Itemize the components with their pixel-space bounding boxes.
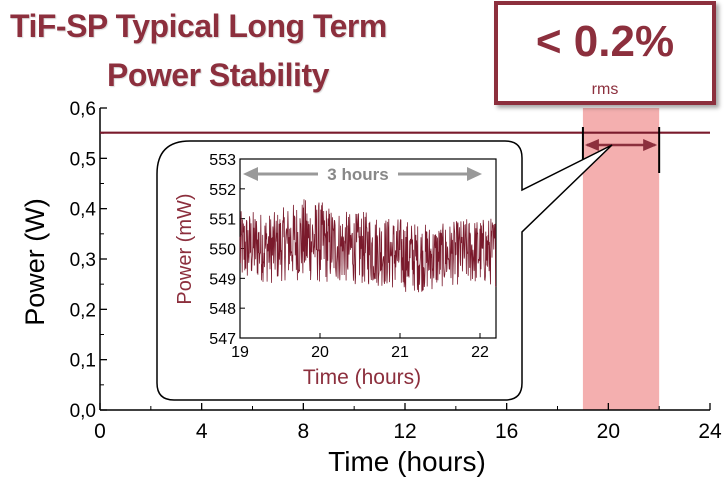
inset-y-tick-label: 551 [209,212,236,229]
x-tick-label: 12 [393,420,416,443]
y-tick-label: 0,0 [70,401,96,422]
chart-title-line1: TiF-SP Typical Long Term [10,8,387,44]
duration-annotation: 3 hours [327,165,388,184]
inset-y-tick-label: 549 [209,271,236,288]
inset-x-axis-label: Time (hours) [303,366,421,389]
rms-stability-badge: < 0.2% rms [494,1,716,105]
inset-y-tick-label: 550 [209,242,236,259]
duration-arrow-left-head [243,167,258,181]
range-arrow-left [584,139,599,151]
inset-x-tick-label: 19 [231,344,249,361]
y-tick-label: 0,6 [70,99,96,120]
y-tick-label: 0,4 [70,200,97,221]
inset-power-series-line [239,199,497,293]
x-tick-label: 0 [94,420,106,443]
x-tick-label: 4 [196,420,208,443]
rms-value: < 0.2% [535,17,675,66]
inset-x-tick-label: 20 [311,344,329,361]
inset-y-tick-label: 552 [209,182,236,199]
duration-arrow-right-head [467,167,482,181]
y-tick-label: 0,2 [70,300,96,321]
rms-unit: rms [591,81,619,98]
inset-y-tick-label: 548 [209,301,236,318]
x-tick-label: 8 [297,420,309,443]
inset-plot: 547 548 549 550 551 552 553 19 20 21 22 Time (hours… [156,140,613,401]
x-tick-label: 24 [698,420,722,443]
inset-y-tick-label: 553 [209,152,236,169]
inset-y-tick-label: 547 [209,331,236,348]
x-tick-label: 20 [597,420,620,443]
y-tick-label: 0,5 [70,149,96,170]
range-arrow-right [643,139,658,151]
y-tick-label: 0,3 [70,250,96,271]
inset-y-axis-label: Power (mW) [174,193,196,304]
main-plot: 0,0 0,1 0,2 0,3 0,4 0,5 0,6 0 4 8 12 16 20 24 Time (ho… [20,99,722,477]
x-tick-label: 16 [495,420,518,443]
y-tick-label: 0,1 [70,351,96,372]
chart-title-line2: Power Stability [107,57,329,93]
x-axis-label: Time (hours) [328,446,486,477]
inset-x-tick-label: 21 [391,344,409,361]
y-axis-label: Power (W) [20,198,50,326]
inset-x-tick-label: 22 [471,344,489,361]
